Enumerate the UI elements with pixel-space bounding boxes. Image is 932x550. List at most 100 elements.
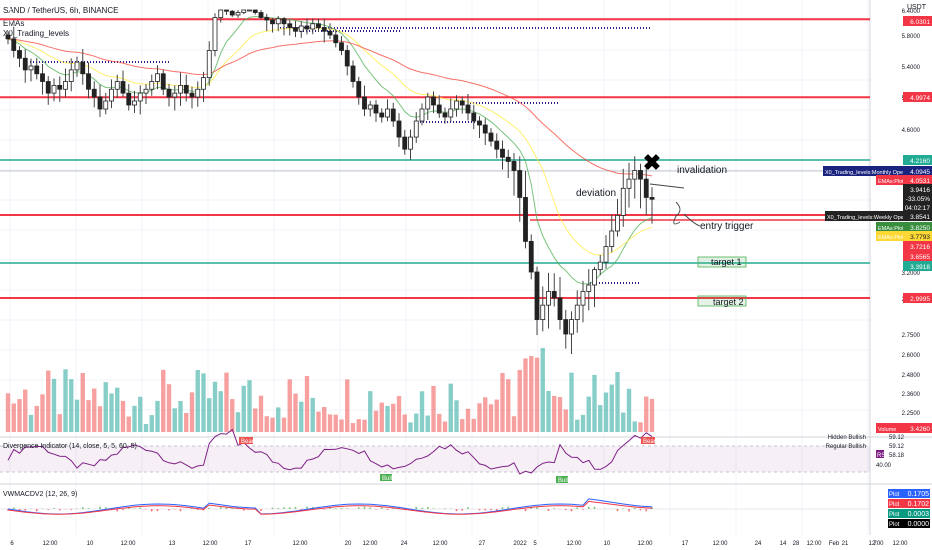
last-price: 3.9416 [910, 187, 930, 194]
candle-body [68, 69, 74, 82]
macd-histogram-bar [593, 506, 596, 509]
level-badge: 4.2160 [910, 158, 930, 165]
candle-body [557, 297, 563, 320]
volume-bar [546, 390, 551, 432]
target-2-label: target 2 [713, 297, 744, 307]
candle-body [597, 261, 603, 271]
volume-bar [368, 391, 373, 432]
monthly-open-badge-bg [903, 166, 932, 176]
time-axis-label: 12:00 [120, 541, 136, 547]
candle-body [293, 27, 298, 32]
bear-label: Bear [241, 439, 254, 445]
volume-bar [517, 369, 522, 432]
volume-bar [28, 414, 34, 432]
candle-body [178, 84, 183, 94]
level-badge: 3.3918 [910, 264, 930, 271]
candle-body [224, 9, 229, 12]
candle-body [505, 156, 511, 162]
macd-histogram-bar [294, 506, 297, 509]
candle-body [563, 319, 569, 335]
target-2-box [697, 295, 747, 307]
candle-body [143, 88, 149, 94]
macd-histogram-bar [415, 506, 418, 509]
macd-histogram-bar [58, 509, 61, 511]
candle-body [379, 112, 385, 118]
time-axis-label: 24 [401, 541, 408, 547]
candle-body [569, 319, 574, 335]
macd-histogram-bar [81, 507, 84, 509]
volume-bar [86, 400, 91, 432]
candle-body [603, 246, 609, 263]
bar-countdown: 04:02:17 [905, 205, 931, 212]
candle-body [511, 161, 517, 171]
volume-bar [345, 379, 350, 432]
bear-label: Bear [643, 439, 656, 445]
time-axis-label: 12:00 [892, 541, 908, 547]
candle-body [419, 108, 425, 122]
rsi-line [7, 428, 653, 475]
volume-bar [46, 370, 51, 432]
volume-bar [184, 412, 189, 432]
volume-bar [379, 402, 384, 432]
macd-histogram-bar [432, 508, 435, 509]
trading-levels-legend[interactable]: X0_Trading_levels [3, 29, 69, 38]
volume-bar [477, 403, 482, 432]
candle-body [482, 124, 488, 134]
candle-body [166, 88, 172, 98]
price-axis-tick: 2.4800 [902, 373, 921, 379]
candle-body [103, 100, 109, 110]
price-axis-tick: 2.3600 [902, 392, 921, 398]
macd-histogram-bar [99, 506, 101, 509]
macd-title: VWMACDV2 (12, 26, 9) [3, 491, 77, 498]
emas-badge-bg [903, 175, 932, 185]
volume-bar [580, 414, 586, 432]
candle-body [620, 187, 626, 216]
time-axis-label: 5 [533, 541, 537, 547]
candle-body [17, 50, 22, 59]
volume-bar [557, 397, 563, 432]
time-axis-label: 12:00 [362, 541, 378, 547]
candle-body [471, 112, 477, 122]
candle-body [11, 38, 17, 51]
volume-bar [316, 411, 321, 432]
deviation-label: deviation [576, 188, 616, 199]
candle-body [431, 96, 436, 106]
candle-body [172, 92, 178, 98]
candle-body [218, 9, 224, 18]
emas-label-bg [876, 231, 903, 241]
time-axis-label: 12:00 [712, 541, 728, 547]
macd-histogram-bar [329, 507, 331, 509]
volume-bar [649, 398, 655, 432]
rsi-badge-label: RSI [877, 453, 887, 459]
volume-bar [17, 399, 22, 432]
macd-histogram-bar [24, 509, 27, 511]
volume-bar [5, 393, 11, 432]
candle-body [137, 92, 143, 102]
candle-body [517, 170, 523, 198]
volume-bar [408, 422, 413, 432]
macd-histogram-bar [645, 509, 648, 512]
macd-histogram-bar [357, 507, 360, 509]
candle-body [86, 73, 91, 90]
macd-histogram-bar [490, 509, 492, 511]
emas-badge-bg [903, 222, 932, 232]
macd-histogram-bar [334, 508, 337, 509]
candle-body [385, 108, 390, 118]
macd-histogram-bar [570, 509, 573, 512]
time-axis-label: 10 [604, 541, 611, 547]
volume-bar [69, 379, 74, 432]
volume-bar [523, 358, 528, 432]
candle-body [586, 284, 592, 292]
price-axis-tick: 6.4000 [902, 9, 921, 15]
weekly-open-badge-bg [903, 211, 932, 221]
macd-histogram-bar [363, 506, 366, 509]
volume-bar [442, 421, 448, 432]
macd-histogram-bar [582, 509, 584, 510]
macd-histogram-bar [444, 508, 446, 509]
emas-legend[interactable]: EMAs [3, 19, 25, 28]
volume-bar [632, 421, 637, 432]
candle-body [160, 73, 166, 90]
time-axis-label: 28 [793, 541, 800, 547]
price-axis-tick: 2.6000 [902, 353, 921, 359]
